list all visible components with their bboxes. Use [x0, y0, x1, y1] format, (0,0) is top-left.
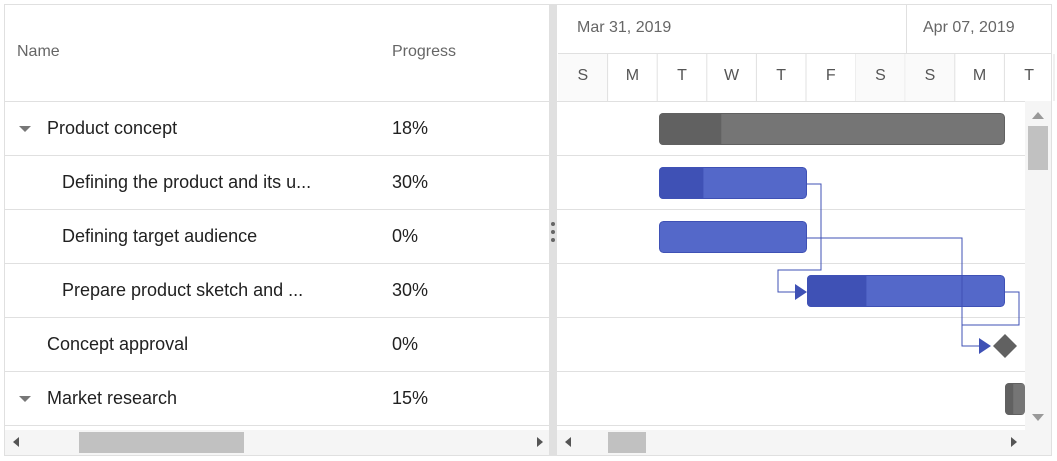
milestone[interactable] [993, 334, 1017, 358]
weekend-cell [558, 54, 608, 101]
weekend-cell [855, 54, 906, 101]
task-name[interactable]: Market research [47, 388, 177, 408]
task-progress[interactable]: 15% [392, 388, 428, 408]
task-name[interactable]: Concept approval [47, 334, 188, 354]
dependency-arrow [979, 338, 991, 354]
week-label: Apr 07, 2019 [923, 19, 1015, 36]
task-progress[interactable]: 30% [392, 172, 428, 192]
splitter-dot [551, 222, 555, 226]
splitter-dot [551, 230, 555, 234]
progress-bar [1005, 383, 1014, 415]
task-progress[interactable]: 30% [392, 280, 428, 300]
task-name[interactable]: Defining target audience [62, 226, 257, 246]
expand-toggle[interactable] [19, 126, 31, 132]
dependency-line [807, 237, 979, 347]
day-label: F [826, 67, 836, 84]
expand-toggle[interactable] [19, 396, 31, 402]
day-label: M [973, 67, 986, 84]
task-name[interactable]: Defining the product and its u... [62, 172, 311, 192]
day-label: T [677, 67, 687, 84]
dependency-line [962, 291, 1020, 326]
scroll-left[interactable] [13, 437, 19, 447]
week-label: Mar 31, 2019 [577, 19, 671, 36]
scroll-thumb[interactable] [608, 432, 646, 453]
scroll-right[interactable] [1011, 437, 1017, 447]
task-bar[interactable] [659, 221, 807, 253]
task-progress[interactable]: 0% [392, 226, 418, 246]
progress-header[interactable]: Progress [392, 43, 456, 60]
task-progress[interactable]: 0% [392, 334, 418, 354]
name-header[interactable]: Name [17, 43, 60, 60]
task-name[interactable]: Prepare product sketch and ... [62, 280, 303, 300]
day-label: T [776, 67, 786, 84]
day-label: W [724, 67, 740, 84]
day-label: T [1024, 67, 1034, 84]
progress-bar [659, 113, 722, 145]
task-name[interactable]: Product concept [47, 118, 177, 138]
scroll-left[interactable] [565, 437, 571, 447]
day-label: S [577, 67, 588, 84]
splitter-dot [551, 238, 555, 242]
progress-bar [807, 275, 867, 307]
task-progress[interactable]: 18% [392, 118, 428, 138]
scroll-down[interactable] [1032, 414, 1044, 421]
day-label: S [875, 67, 886, 84]
weekend-cell [905, 54, 955, 101]
dependency-arrow [795, 284, 807, 300]
day-label: M [626, 67, 639, 84]
scroll-right[interactable] [537, 437, 543, 447]
day-label: S [925, 67, 936, 84]
progress-bar [659, 167, 704, 199]
dependency-line [777, 183, 822, 293]
scroll-thumb[interactable] [1028, 126, 1048, 170]
scroll-up[interactable] [1032, 112, 1044, 119]
scroll-thumb[interactable] [79, 432, 244, 453]
